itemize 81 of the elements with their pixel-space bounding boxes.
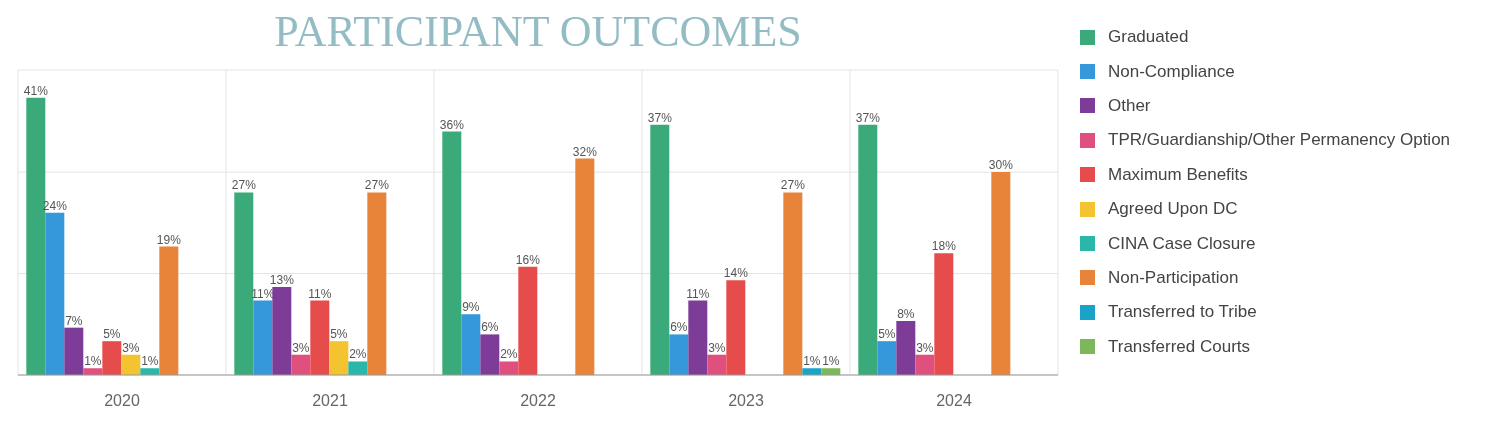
data-label: 2% <box>349 347 367 362</box>
bar <box>688 300 708 375</box>
legend-label: Other <box>1108 95 1151 116</box>
chart-title: PARTICIPANT OUTCOMES <box>273 7 803 56</box>
bar <box>159 246 179 375</box>
data-label: 6% <box>670 320 688 335</box>
data-label: 11% <box>308 286 332 301</box>
data-label: 14% <box>723 266 749 281</box>
data-label: 2% <box>500 347 518 362</box>
data-label: 5% <box>103 327 121 342</box>
bar <box>234 192 254 375</box>
bar <box>272 287 292 375</box>
data-label: 32% <box>572 144 598 159</box>
legend-label: Non-Compliance <box>1108 61 1235 82</box>
data-label: 3% <box>122 340 140 355</box>
data-label: 3% <box>916 340 934 355</box>
bar <box>707 354 727 375</box>
data-label: 36% <box>439 117 465 132</box>
x-tick-label: 2021 <box>312 392 348 410</box>
legend-label: Transferred Courts <box>1108 336 1251 357</box>
bar <box>499 361 519 375</box>
bar <box>45 212 65 375</box>
x-tick-label: 2023 <box>728 392 764 410</box>
data-label: 1% <box>803 354 821 369</box>
bar <box>121 354 141 375</box>
data-label: 27% <box>231 178 257 193</box>
legend-label: Transferred to Tribe <box>1108 302 1257 323</box>
bar <box>896 320 916 375</box>
bar <box>461 314 481 375</box>
data-label: 8% <box>897 306 915 321</box>
data-label: 37% <box>855 110 881 125</box>
bar <box>915 354 935 375</box>
data-label: 6% <box>481 320 499 335</box>
bar <box>783 192 803 375</box>
data-label: 41% <box>23 83 49 98</box>
data-label: 30% <box>988 158 1014 173</box>
legend-label: Agreed Upon DC <box>1108 199 1238 220</box>
data-label: 5% <box>330 327 348 342</box>
bar <box>102 341 122 375</box>
data-label: 1% <box>84 354 102 369</box>
data-label: 19% <box>156 232 182 247</box>
bar <box>934 253 954 375</box>
bar <box>367 192 387 375</box>
bar <box>291 354 311 375</box>
bar <box>253 300 273 375</box>
data-label: 9% <box>462 300 480 315</box>
data-label: 1% <box>141 354 159 369</box>
data-label: 16% <box>515 252 541 267</box>
bar <box>442 131 462 375</box>
legend-label: Graduated <box>1108 27 1189 48</box>
bar <box>348 361 368 375</box>
legend-label: TPR/Guardianship/Other Permanency Option <box>1108 130 1451 151</box>
data-label: 5% <box>878 327 896 342</box>
bar <box>650 124 670 375</box>
legend-label: Maximum Benefits <box>1108 164 1248 185</box>
legend-label: Non-Participation <box>1108 267 1239 288</box>
data-label: 1% <box>822 354 840 369</box>
bar <box>329 341 349 375</box>
data-label: 37% <box>647 110 673 125</box>
data-label: 27% <box>364 178 390 193</box>
legend-label: CINA Case Closure <box>1108 233 1256 254</box>
bar <box>726 280 746 375</box>
data-label: 3% <box>292 340 310 355</box>
bar <box>669 334 689 375</box>
data-label: 13% <box>269 273 295 288</box>
data-label: 27% <box>780 178 806 193</box>
data-label: 18% <box>931 239 957 254</box>
bar <box>518 266 538 375</box>
bar <box>575 158 595 375</box>
bar <box>64 327 84 375</box>
data-label: 7% <box>65 313 83 328</box>
bar <box>858 124 878 375</box>
data-label: 11% <box>686 286 710 301</box>
bar <box>310 300 330 375</box>
x-tick-label: 2024 <box>936 392 972 410</box>
data-label: 3% <box>708 340 726 355</box>
bar <box>877 341 897 375</box>
bar <box>991 172 1011 375</box>
bar <box>480 334 500 375</box>
x-tick-label: 2022 <box>520 392 556 410</box>
x-tick-label: 2020 <box>104 392 140 410</box>
